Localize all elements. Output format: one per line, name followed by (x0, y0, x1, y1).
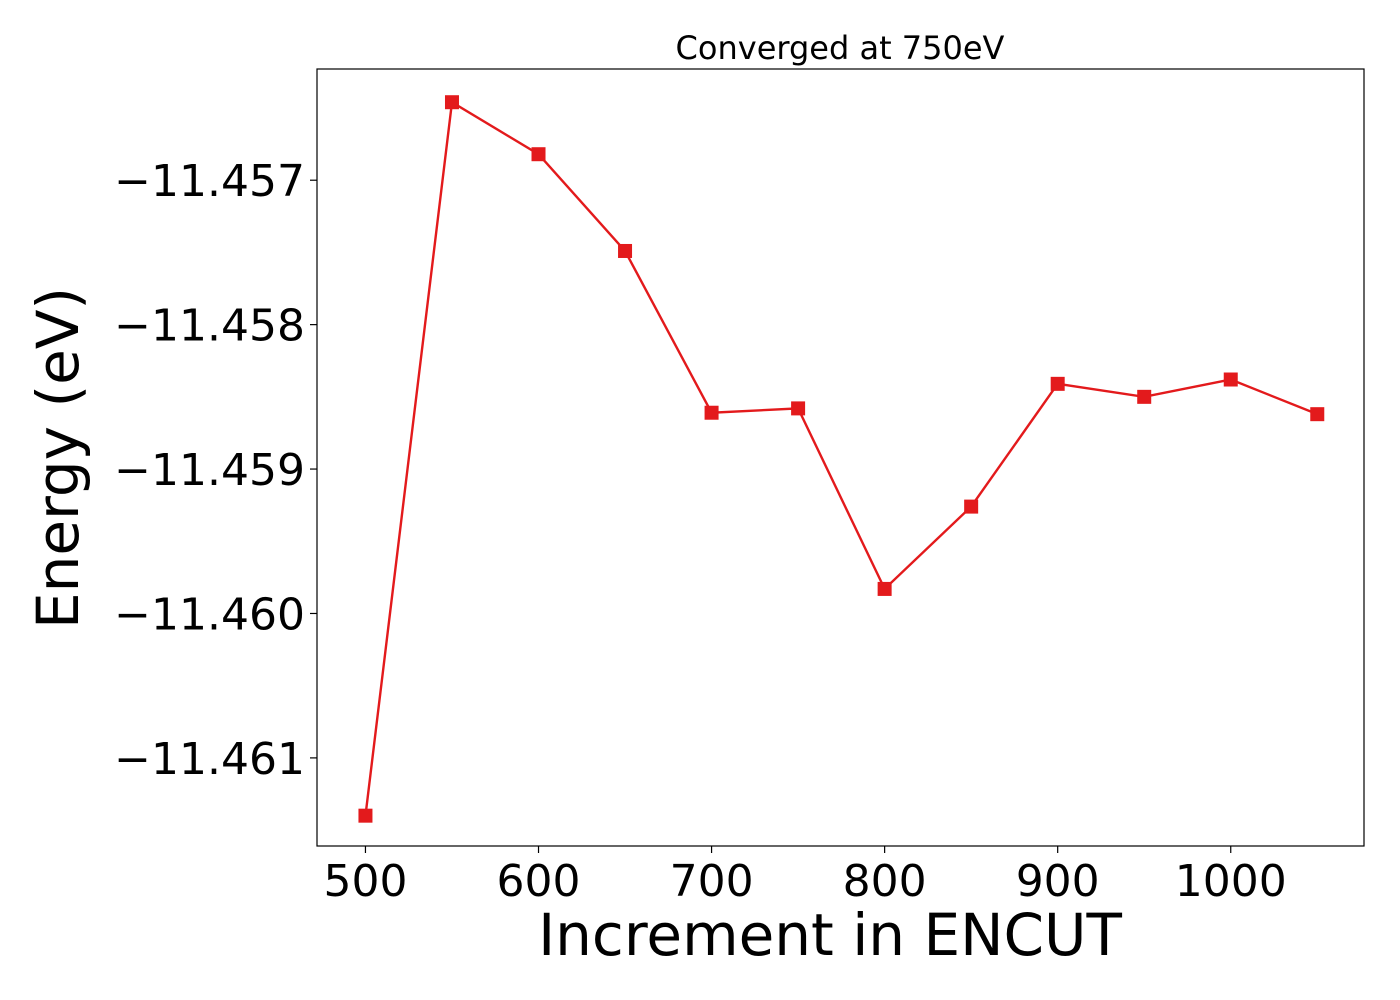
x-tick-label: 800 (843, 856, 927, 907)
data-point-marker (964, 499, 979, 514)
x-tick-label: 900 (1016, 856, 1100, 907)
x-tick-label: 1000 (1175, 856, 1287, 907)
x-tick-label: 600 (497, 856, 581, 907)
x-axis-ticks: 500 600 700 800 900 1000 (323, 846, 1287, 907)
x-tick-label: 500 (323, 856, 407, 907)
data-point-marker (1310, 407, 1325, 422)
data-point-marker (1050, 376, 1065, 391)
y-axis-label: Energy (eV) (24, 287, 92, 629)
y-tick-label: −11.461 (114, 734, 305, 785)
y-axis-ticks: −11.457 −11.458 −11.459 −11.460 −11.461 (114, 156, 317, 785)
x-axis-label: Increment in ENCUT (538, 901, 1122, 969)
data-point-marker (618, 243, 633, 258)
data-point-marker (358, 808, 373, 823)
y-tick-label: −11.460 (114, 589, 305, 640)
data-point-marker (791, 401, 806, 416)
data-point-marker (877, 581, 892, 596)
data-point-marker (704, 405, 719, 420)
data-point-marker (1223, 372, 1238, 387)
plot-frame (316, 68, 1365, 847)
chart-title: Converged at 750eV (676, 29, 1005, 67)
y-tick-label: −11.458 (114, 301, 305, 352)
series-layer (358, 95, 1325, 823)
x-tick-label: 700 (670, 856, 754, 907)
series-line (364, 100, 1318, 816)
data-point-marker (1137, 389, 1152, 404)
y-tick-label: −11.457 (114, 156, 305, 207)
y-tick-label: −11.459 (114, 445, 305, 496)
data-point-marker (531, 147, 546, 162)
data-point-marker (444, 95, 459, 110)
